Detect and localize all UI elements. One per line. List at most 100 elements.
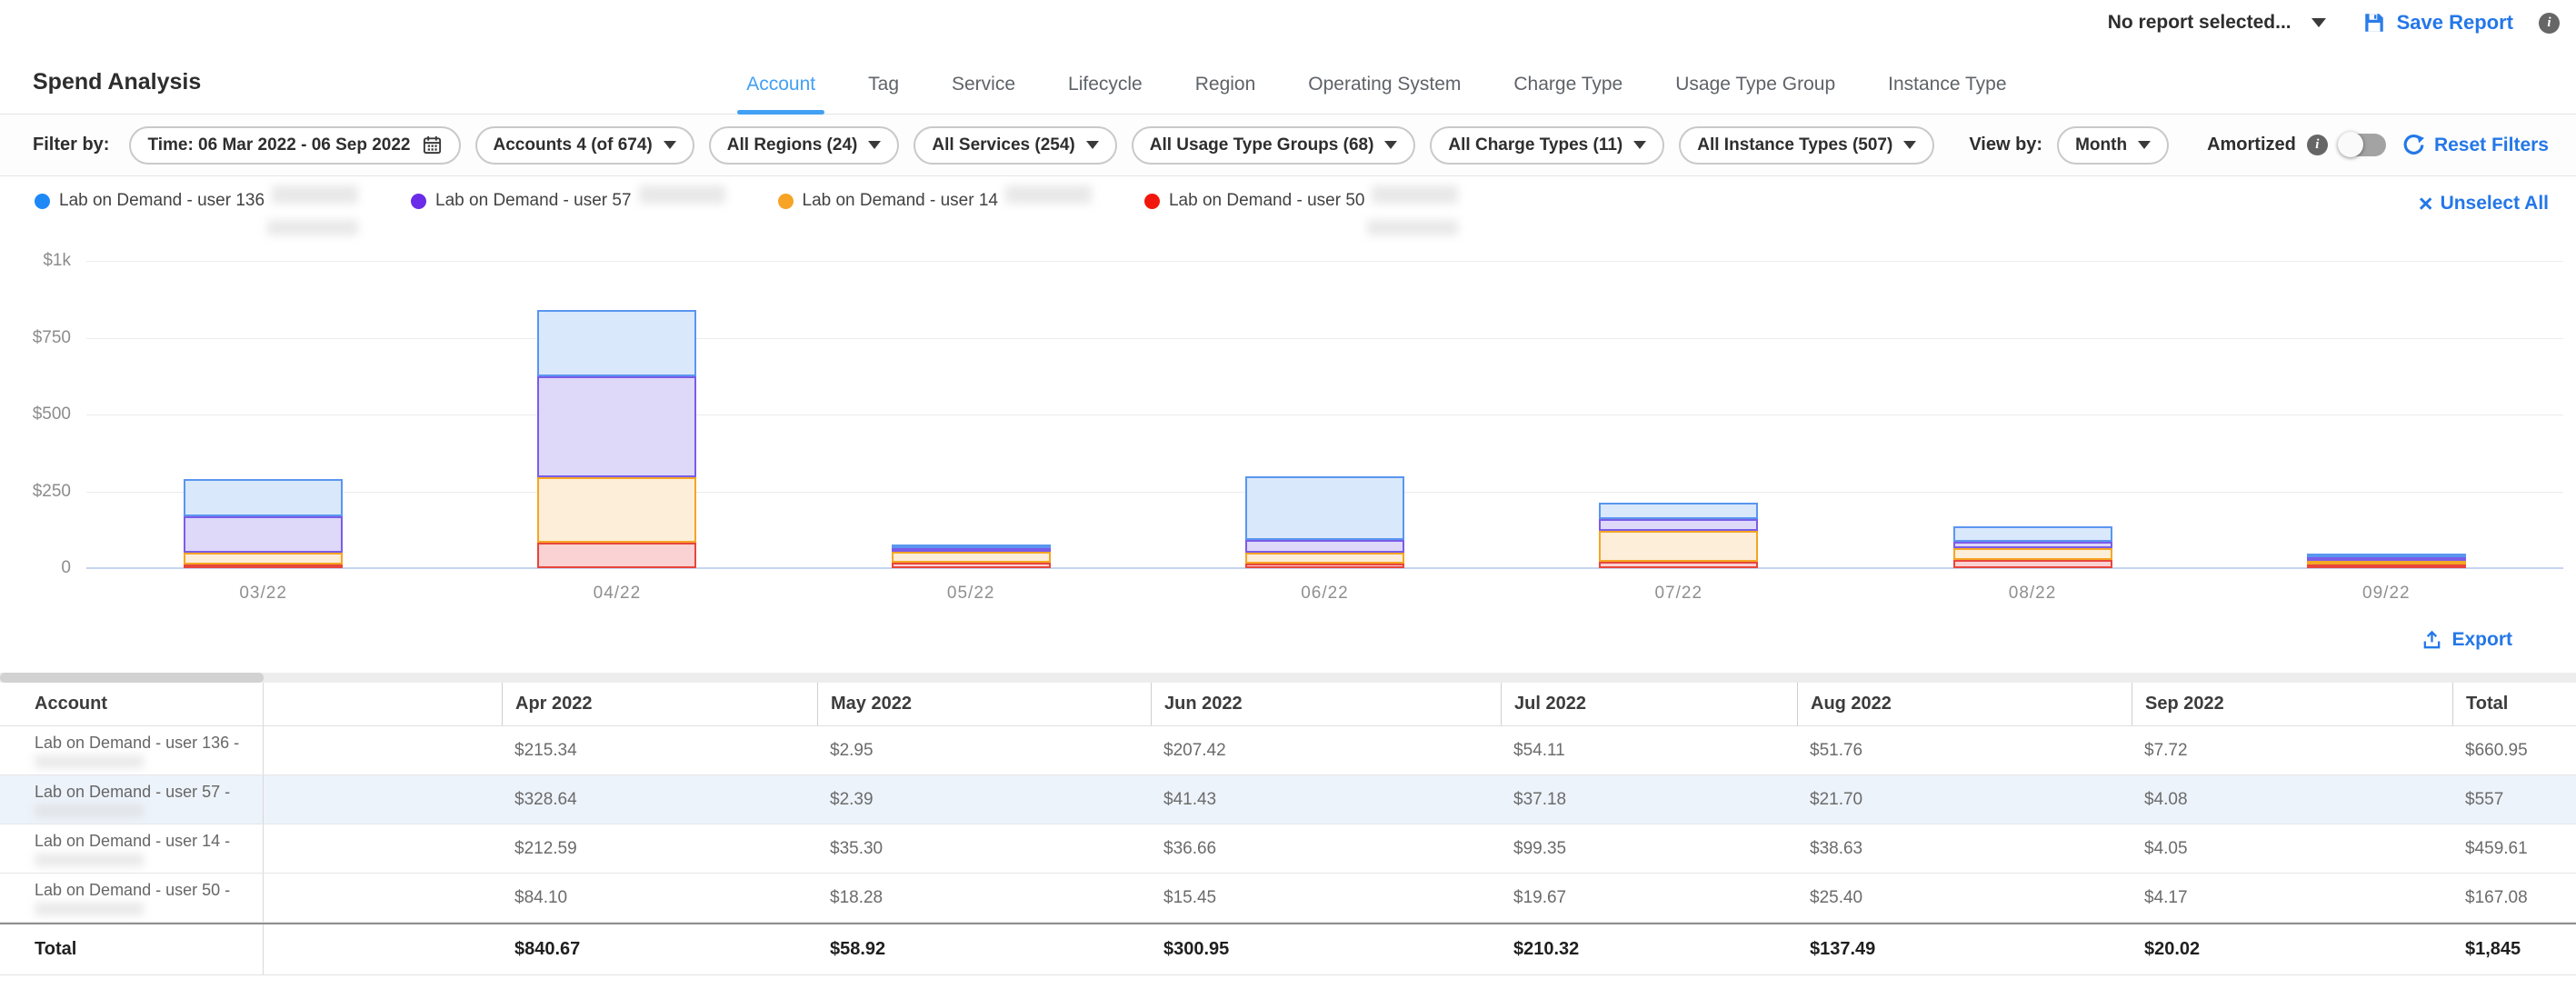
bar-segment-lab-on-demand-user-57[interactable] [537,376,697,477]
horizontal-scrollbar[interactable] [0,673,2576,683]
stacked-bar-06-22[interactable] [1244,476,1404,568]
bar-segment-lab-on-demand-user-136[interactable] [1244,476,1404,540]
stacked-bar-04-22[interactable] [537,310,697,568]
bar-segment-lab-on-demand-user-136[interactable] [537,310,697,376]
column-header-jul-2022[interactable]: Jul 2022 [1501,683,1797,725]
bar-segment-lab-on-demand-user-50[interactable] [537,543,697,568]
column-header-total[interactable]: Total [2452,683,2576,725]
stacked-bar-03-22[interactable] [184,479,344,568]
filter-dropdown-all-charge-types-11[interactable]: All Charge Types (11) [1430,125,1665,165]
bar-segment-lab-on-demand-user-50[interactable] [1599,562,1759,568]
redacted-text [272,185,359,204]
filter-dropdown-all-instance-types-507[interactable]: All Instance Types (507) [1679,125,1935,165]
save-report-button[interactable]: Save Report [2362,11,2513,35]
table-row[interactable]: Lab on Demand - user 57 - $328.64 $2.39 $41… [0,775,2576,824]
bar-segment-lab-on-demand-user-14[interactable] [1244,553,1404,564]
title-tabs-row: Spend Analysis Account Tag Service Lifecycl… [0,36,2576,115]
unselect-all-button[interactable]: × Unselect All [2419,192,2549,216]
value-cell: $459.61 [2465,838,2528,858]
tab-region[interactable]: Region [1195,74,1256,114]
tab-instance-type[interactable]: Instance Type [1888,74,2006,114]
filter-dropdown-accounts-4-of-674[interactable]: Accounts 4 (of 674) [474,125,694,165]
bar-segment-lab-on-demand-user-57[interactable] [1244,540,1404,553]
chevron-down-icon [1903,141,1917,149]
tab-label: Region [1194,74,1256,95]
bar-segment-lab-on-demand-user-136[interactable] [1599,503,1759,519]
table-row[interactable]: Lab on Demand - user 136 - $215.34 $2.95 $2… [0,726,2576,775]
bar-segment-lab-on-demand-user-57[interactable] [1952,542,2112,548]
legend-item-lab-on-demand-user-136[interactable]: Lab on Demand - user 136 [35,185,359,235]
chevron-down-icon [1085,141,1099,149]
legend-item-lab-on-demand-user-14[interactable]: Lab on Demand - user 14 [777,185,1092,211]
stacked-bar-08-22[interactable] [1952,526,2112,568]
tab-lifecycle[interactable]: Lifecycle [1068,74,1143,114]
redacted-text [35,804,144,817]
filter-dropdown-all-usage-type-groups-68[interactable]: All Usage Type Groups (68) [1131,125,1416,165]
bar-segment-lab-on-demand-user-14[interactable] [891,552,1051,563]
stacked-bar-07-22[interactable] [1599,503,1759,568]
value-cell: $99.35 [1513,838,1567,858]
account-name: Lab on Demand - user 50 - [35,880,231,899]
time-filter-pill[interactable]: Time: 06 Mar 2022 - 06 Sep 2022 [129,125,461,165]
bar-segment-lab-on-demand-user-50[interactable] [1244,564,1404,568]
redacted-text [1372,185,1459,204]
y-axis-tick: $500 [32,405,71,424]
bar-segment-lab-on-demand-user-57[interactable] [184,516,344,553]
column-header-account[interactable]: Account [0,683,264,725]
column-header-may-2022[interactable]: May 2022 [817,683,1151,725]
bar-slot-07-22 [1502,261,1855,568]
view-by-value: Month [2075,135,2128,155]
legend-dot-icon [411,193,427,209]
filter-dropdown-all-regions-24[interactable]: All Regions (24) [708,125,900,165]
value-cell: $21.70 [1810,789,1863,809]
column-header-sep-2022[interactable]: Sep 2022 [2132,683,2452,725]
stacked-bar-05-22[interactable] [891,544,1051,568]
export-button[interactable]: Export [2451,629,2512,650]
legend-item-lab-on-demand-user-50[interactable]: Lab on Demand - user 50 [1143,185,1459,235]
filter-dropdown-all-services-254[interactable]: All Services (254) [914,125,1117,165]
column-header-aug-2022[interactable]: Aug 2022 [1797,683,2132,725]
bar-segment-lab-on-demand-user-50[interactable] [891,563,1051,568]
info-icon[interactable]: i [2539,12,2560,34]
y-axis-tick: $250 [32,481,71,501]
tab-tag[interactable]: Tag [868,74,899,114]
report-selector-dropdown[interactable]: No report selected... [2108,12,2326,34]
bar-segment-lab-on-demand-user-50[interactable] [1952,560,2112,568]
scrollbar-thumb[interactable] [0,673,264,683]
bar-segment-lab-on-demand-user-14[interactable] [537,477,697,543]
legend-label: Lab on Demand - user 136 [59,191,265,210]
bar-segment-lab-on-demand-user-136[interactable] [184,479,344,516]
stacked-bar-09-22[interactable] [2306,554,2466,568]
bar-segment-lab-on-demand-user-57[interactable] [2306,557,2466,561]
bar-segment-lab-on-demand-user-14[interactable] [1599,531,1759,562]
bar-segment-lab-on-demand-user-136[interactable] [1952,526,2112,542]
table-row[interactable]: Lab on Demand - user 14 - $212.59 $35.30 $3… [0,824,2576,874]
reset-filters-label: Reset Filters [2433,134,2549,155]
account-cell: Lab on Demand - user 50 - [0,874,264,922]
amortized-toggle[interactable] [2337,132,2386,157]
tab-account[interactable]: Account [737,74,825,115]
bar-segment-lab-on-demand-user-50[interactable] [184,564,344,568]
amortized-info-icon[interactable]: i [2306,135,2328,155]
bar-segment-lab-on-demand-user-14[interactable] [184,553,344,564]
tab-charge-type[interactable]: Charge Type [1513,74,1622,114]
reset-filters-button[interactable]: Reset Filters [2402,134,2549,156]
column-header-apr-2022[interactable]: Apr 2022 [502,683,817,725]
bar-segment-lab-on-demand-user-57[interactable] [1599,519,1759,531]
table-row[interactable]: Lab on Demand - user 50 - $84.10 $18.28 $15… [0,874,2576,923]
column-header-jun-2022[interactable]: Jun 2022 [1151,683,1501,725]
legend-item-lab-on-demand-user-57[interactable]: Lab on Demand - user 57 [411,185,725,211]
value-cell: $38.63 [1810,838,1863,858]
tab-operating-system[interactable]: Operating System [1308,74,1461,114]
bar-segment-lab-on-demand-user-57[interactable] [891,548,1051,552]
bar-segment-lab-on-demand-user-14[interactable] [1952,548,2112,560]
gridline [86,261,2563,262]
bar-segment-lab-on-demand-user-50[interactable] [2306,564,2466,568]
bar-segment-lab-on-demand-user-136[interactable] [891,544,1051,548]
view-by-dropdown[interactable]: Month [2057,125,2170,165]
tab-usage-type-group[interactable]: Usage Type Group [1675,74,1835,114]
bar-segment-lab-on-demand-user-14[interactable] [2306,561,2466,564]
gridline [86,567,2563,569]
tab-service[interactable]: Service [952,74,1015,114]
bar-segment-lab-on-demand-user-136[interactable] [2306,554,2466,557]
